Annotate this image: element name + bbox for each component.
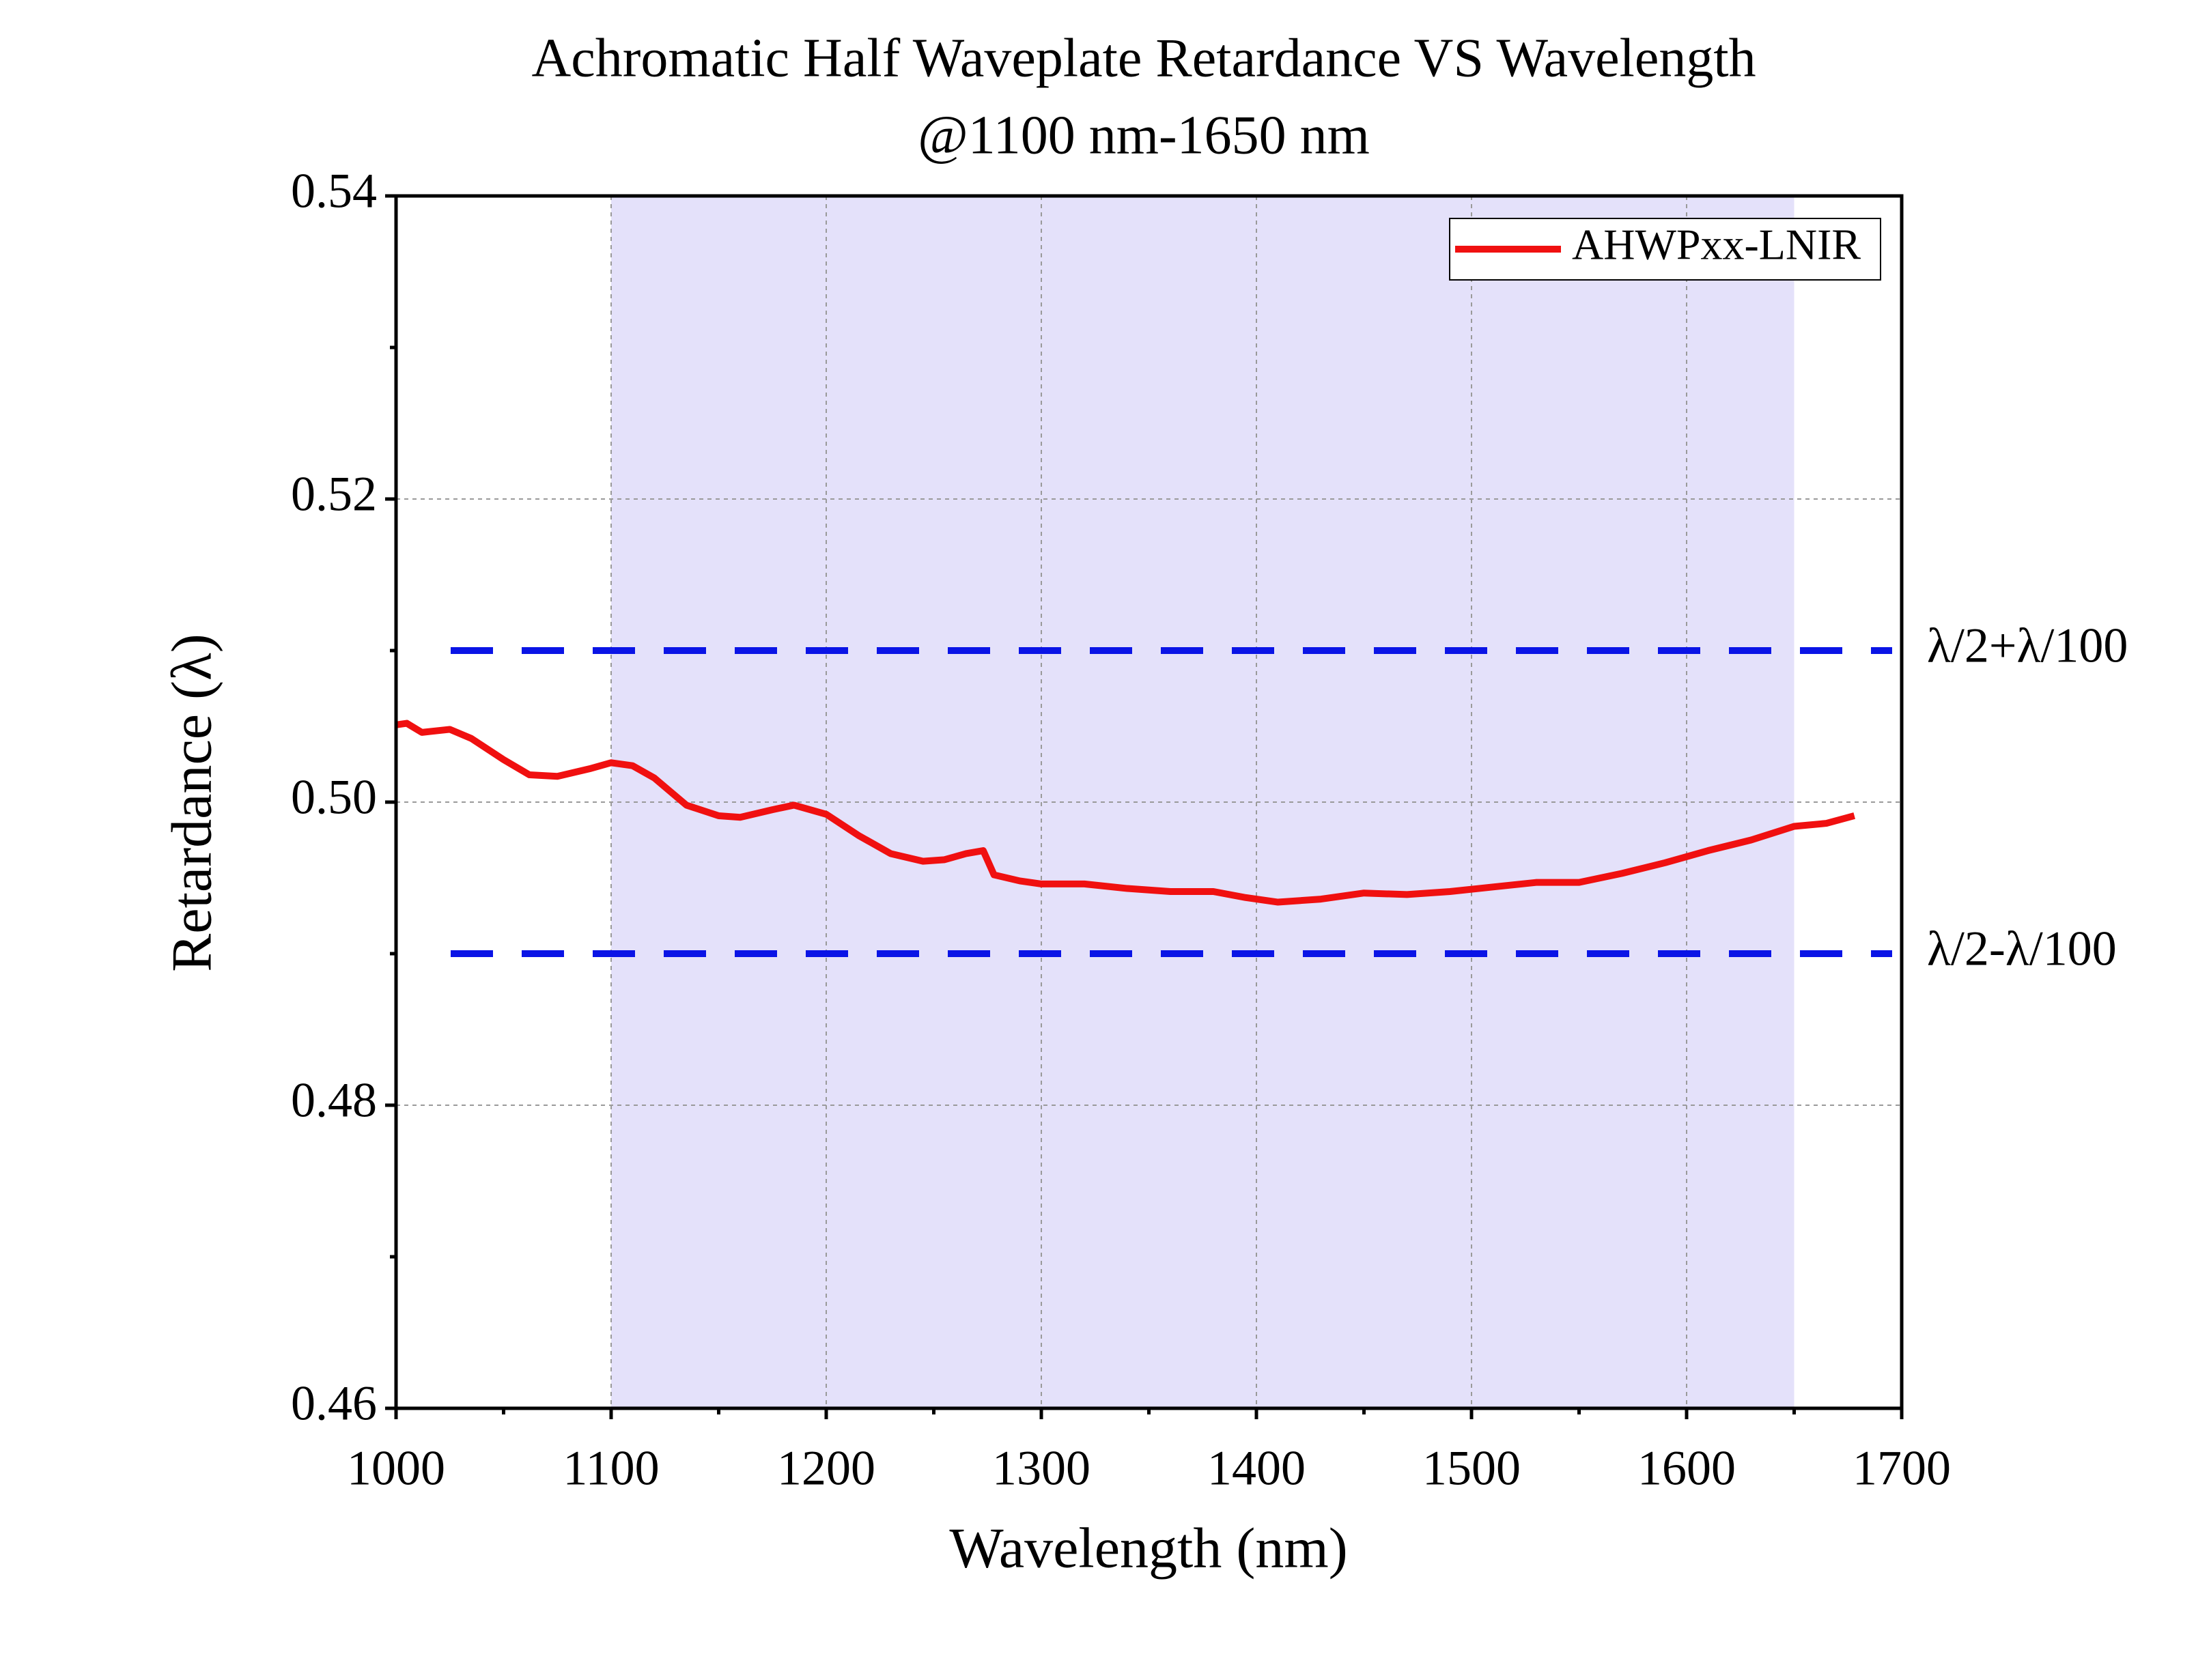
- y-axis-label: Retardance (λ): [160, 633, 223, 971]
- x-axis-label: Wavelength (nm): [949, 1516, 1347, 1580]
- x-tick-label: 1700: [1853, 1441, 1951, 1496]
- reference-label: λ/2-λ/100: [1927, 922, 2117, 976]
- data-line: [395, 720, 1856, 906]
- reference-label: λ/2+λ/100: [1927, 618, 2128, 673]
- y-tick-label: 0.54: [291, 164, 377, 218]
- x-tick-label: 1600: [1637, 1441, 1736, 1496]
- y-tick-label: 0.50: [291, 770, 377, 825]
- x-tick-label: 1200: [777, 1441, 875, 1496]
- x-tick-label: 1400: [1207, 1441, 1306, 1496]
- y-tick-label: 0.46: [291, 1376, 377, 1431]
- plot-frame: [394, 194, 1904, 1410]
- x-tick-label: 1000: [347, 1441, 445, 1496]
- x-tick-label: 1300: [992, 1441, 1090, 1496]
- legend-label: AHWPxx-LNIR: [1572, 220, 1861, 269]
- chart-title: Achromatic Half Waveplate Retardance VS …: [531, 28, 1756, 88]
- x-tick-label: 1500: [1422, 1441, 1521, 1496]
- x-tick-label: 1100: [563, 1441, 659, 1496]
- y-tick-label: 0.52: [291, 467, 377, 522]
- chart-subtitle: @1100 nm-1650 nm: [918, 105, 1370, 165]
- y-tick-label: 0.48: [291, 1073, 377, 1128]
